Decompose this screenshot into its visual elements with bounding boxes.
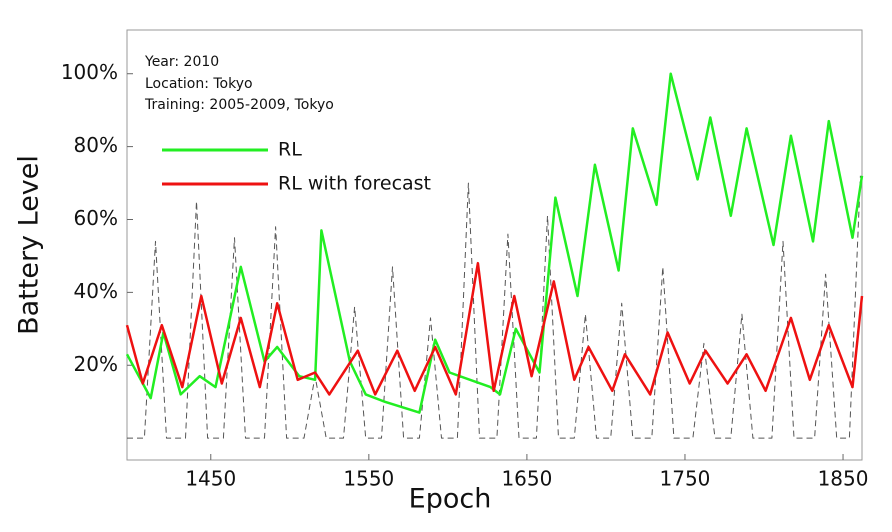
- plot-frame: [126, 29, 863, 461]
- annotation: Location: Tokyo: [145, 76, 253, 92]
- x-tick-label: 1550: [343, 467, 394, 491]
- x-tick-label: 1750: [660, 467, 711, 491]
- y-tick-label: 80%: [74, 133, 118, 157]
- x-tick-label: 1850: [818, 467, 869, 491]
- y-tick-label: 20%: [74, 352, 118, 376]
- x-axis-label: Epoch: [409, 484, 492, 515]
- y-tick-label: 40%: [74, 279, 118, 303]
- y-tick-label: 60%: [74, 206, 118, 230]
- series-line: [127, 175, 861, 439]
- annotation: Year: 2010: [144, 54, 219, 70]
- legend-label: RL: [278, 139, 302, 161]
- series-line: [125, 261, 864, 396]
- y-axis-label: Battery Level: [14, 155, 45, 335]
- x-tick-label: 1650: [501, 467, 552, 491]
- y-tick-label: 100%: [61, 60, 118, 84]
- x-tick-label: 1450: [185, 467, 236, 491]
- annotation: Training: 2005-2009, Tokyo: [144, 97, 334, 113]
- series-line: [125, 72, 864, 414]
- legend-label: RL with forecast: [278, 173, 431, 195]
